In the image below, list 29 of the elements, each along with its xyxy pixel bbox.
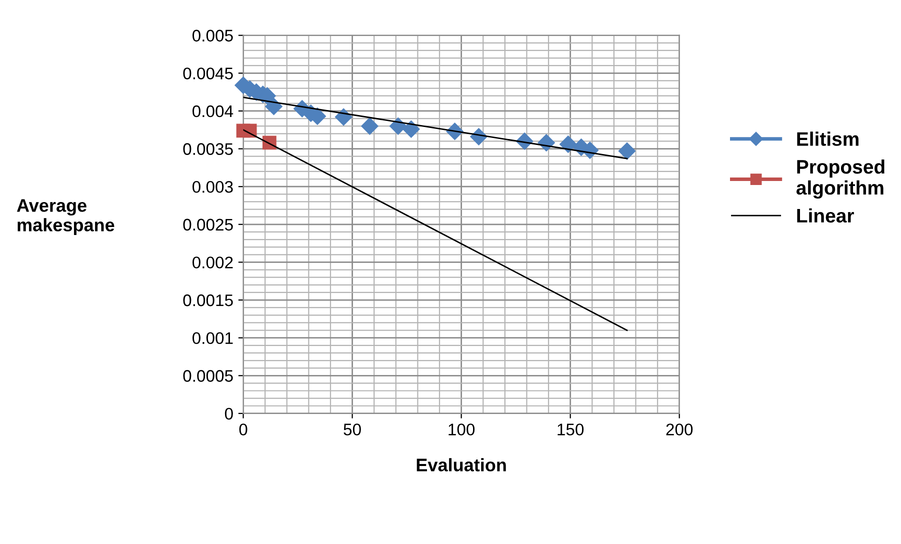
point [618,142,636,160]
point [390,118,407,135]
y-tick-label: 0.004 [192,105,234,118]
x-tick-label: 100 [448,424,475,436]
point [335,108,352,126]
y-tick-label: 0.003 [192,180,233,193]
y-tick-label: 0.0025 [183,218,233,231]
point [402,120,420,138]
legend-label: Elitism [797,132,858,146]
y-tick-label: 0.002 [192,256,233,268]
x-tick-label: 150 [558,424,584,436]
x-tick-label: 0 [239,424,248,436]
x-axis-title: Evaluation [416,458,506,472]
legend-label: Linear [797,208,854,223]
y-axis-title: Average makespane [16,199,114,235]
y-tick-label: 0.0005 [183,370,233,382]
point [236,124,250,138]
x-tick-label: 200 [666,424,693,436]
y-tick-label: 0.0045 [183,68,233,80]
y-tick-label: 0.0035 [183,143,233,155]
point [560,136,577,153]
point [361,118,378,135]
legend-label: Proposed algorithm [796,159,884,199]
x-tick-label: 50 [344,424,361,436]
y-tick-label: 0 [224,408,233,420]
point [265,98,282,115]
y-tick-label: 0.001 [192,332,233,344]
y-tick-label: 0.005 [192,30,233,42]
y-tick-label: 0.0015 [183,294,233,306]
